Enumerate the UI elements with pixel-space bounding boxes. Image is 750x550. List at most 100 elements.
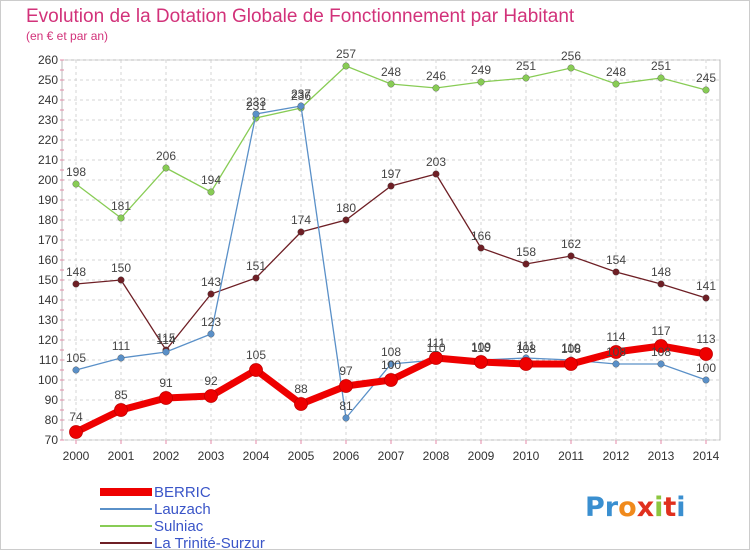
data-label: 111 bbox=[112, 339, 131, 353]
data-label: 180 bbox=[336, 201, 356, 215]
data-label: 174 bbox=[291, 213, 311, 227]
data-label: 256 bbox=[561, 49, 581, 63]
data-label: 141 bbox=[696, 279, 716, 293]
data-point bbox=[72, 366, 80, 374]
data-label: 151 bbox=[246, 259, 266, 273]
data-label: 162 bbox=[561, 237, 581, 251]
x-tick-label-2000: 2000 bbox=[63, 449, 90, 463]
data-label: 91 bbox=[159, 376, 173, 390]
data-point bbox=[702, 86, 710, 94]
data-label: 166 bbox=[471, 229, 491, 243]
data-point bbox=[432, 84, 440, 92]
data-label: 237 bbox=[291, 87, 311, 101]
data-point bbox=[699, 347, 713, 361]
data-label: 148 bbox=[66, 265, 86, 279]
data-label: 154 bbox=[606, 253, 626, 267]
data-point bbox=[72, 180, 80, 188]
data-label: 231 bbox=[246, 99, 266, 113]
data-label: 114 bbox=[606, 330, 625, 344]
logo-letter: x bbox=[637, 492, 654, 523]
data-label: 108 bbox=[651, 345, 671, 359]
legend-label-sulniac: Sulniac bbox=[154, 518, 204, 535]
data-point bbox=[114, 403, 128, 417]
data-point bbox=[702, 294, 710, 302]
data-label: 257 bbox=[336, 47, 356, 61]
data-label: 110 bbox=[426, 341, 445, 355]
data-label: 198 bbox=[66, 165, 86, 179]
data-label: 85 bbox=[114, 388, 128, 402]
data-label: 100 bbox=[696, 361, 716, 375]
data-label: 117 bbox=[651, 324, 670, 338]
data-point bbox=[477, 244, 485, 252]
y-tick-label-80: 80 bbox=[45, 413, 59, 427]
x-tick-label-2003: 2003 bbox=[198, 449, 225, 463]
axes: 7080901001101201301401501601701801902002… bbox=[38, 53, 720, 463]
data-point bbox=[252, 274, 260, 282]
data-point bbox=[207, 290, 215, 298]
data-label: 92 bbox=[204, 374, 218, 388]
data-point bbox=[387, 360, 395, 368]
data-point bbox=[612, 80, 620, 88]
y-tick-label-200: 200 bbox=[38, 173, 58, 187]
data-label: 108 bbox=[606, 345, 626, 359]
y-tick-label-100: 100 bbox=[38, 373, 58, 387]
data-label: 108 bbox=[381, 345, 401, 359]
x-tick-label-2011: 2011 bbox=[558, 449, 584, 463]
data-label: 236 bbox=[291, 89, 311, 103]
data-point bbox=[564, 357, 578, 371]
data-point bbox=[429, 351, 443, 365]
data-label: 245 bbox=[696, 71, 716, 85]
data-point bbox=[297, 102, 305, 110]
data-label: 246 bbox=[426, 69, 446, 83]
y-tick-label-110: 110 bbox=[39, 353, 58, 367]
legend-label-la-trinit-surzur: La Trinité-Surzur bbox=[154, 535, 265, 550]
data-label: 150 bbox=[111, 261, 131, 275]
proxiti-logo-text: Proxiti bbox=[585, 492, 686, 523]
data-point bbox=[657, 280, 665, 288]
x-tick-label-2001: 2001 bbox=[108, 449, 135, 463]
data-label: 251 bbox=[516, 59, 536, 73]
data-point bbox=[339, 379, 353, 393]
data-point bbox=[204, 389, 218, 403]
data-label: 81 bbox=[339, 399, 353, 413]
y-tick-label-260: 260 bbox=[38, 53, 58, 67]
y-tick-label-140: 140 bbox=[38, 293, 58, 307]
data-point bbox=[474, 355, 488, 369]
data-point bbox=[657, 360, 665, 368]
data-point bbox=[69, 425, 83, 439]
data-point bbox=[117, 276, 125, 284]
y-tick-label-90: 90 bbox=[45, 393, 59, 407]
data-point bbox=[342, 62, 350, 70]
y-tick-label-240: 240 bbox=[38, 93, 58, 107]
y-tick-label-160: 160 bbox=[38, 253, 58, 267]
data-point bbox=[387, 80, 395, 88]
data-label: 110 bbox=[471, 341, 490, 355]
y-tick-label-120: 120 bbox=[38, 333, 58, 347]
logo-letter: o bbox=[618, 492, 637, 523]
data-label: 111 bbox=[427, 336, 446, 350]
data-point bbox=[342, 414, 350, 422]
chart-subtitle: (en € et par an) bbox=[26, 29, 108, 43]
data-label: 108 bbox=[561, 342, 581, 356]
data-point bbox=[567, 252, 575, 260]
data-label: 88 bbox=[294, 382, 308, 396]
data-point bbox=[384, 373, 398, 387]
data-label: 233 bbox=[246, 95, 266, 109]
data-label: 194 bbox=[201, 173, 221, 187]
data-label: 100 bbox=[381, 358, 401, 372]
x-tick-label-2004: 2004 bbox=[243, 449, 270, 463]
x-tick-label-2014: 2014 bbox=[693, 449, 720, 463]
y-tick-label-190: 190 bbox=[38, 193, 58, 207]
x-tick-label-2013: 2013 bbox=[648, 449, 675, 463]
data-label: 114 bbox=[156, 333, 175, 347]
data-label: 109 bbox=[471, 340, 491, 354]
x-tick-label-2009: 2009 bbox=[468, 449, 495, 463]
x-tick-label-2010: 2010 bbox=[513, 449, 540, 463]
data-point bbox=[702, 376, 710, 384]
x-tick-label-2005: 2005 bbox=[288, 449, 315, 463]
y-tick-label-180: 180 bbox=[38, 213, 58, 227]
data-point bbox=[117, 354, 125, 362]
data-point bbox=[609, 345, 623, 359]
data-label: 197 bbox=[381, 167, 401, 181]
